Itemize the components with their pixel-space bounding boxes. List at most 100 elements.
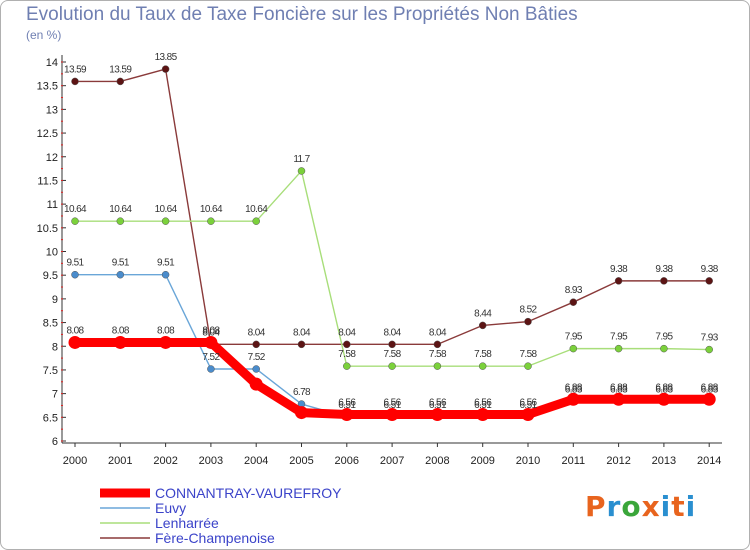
x-tick-label: 2009 <box>470 455 494 467</box>
series-lines <box>68 65 716 421</box>
data-label: 7.93 <box>701 333 719 344</box>
data-label: 6.51 <box>519 400 537 411</box>
data-point <box>161 65 170 73</box>
data-point <box>705 277 713 285</box>
x-tick-label: 2001 <box>108 455 132 467</box>
legend-label-1: Euvy <box>155 500 186 516</box>
data-point <box>702 392 716 406</box>
data-point <box>207 365 215 373</box>
data-point <box>161 270 170 279</box>
y-tick-label: 11 <box>47 199 58 211</box>
data-label: 8.44 <box>474 308 492 319</box>
y-tick-label: 8.5 <box>43 318 58 330</box>
logo-letter: t <box>671 490 686 523</box>
data-label: 10.64 <box>245 204 268 215</box>
data-label: 6.56 <box>519 397 537 408</box>
chart-subtitle: (en %) <box>26 28 62 42</box>
data-point <box>566 392 580 406</box>
data-point <box>71 217 79 225</box>
data-label: 10.64 <box>64 204 87 215</box>
data-point <box>249 377 263 391</box>
data-point <box>343 340 351 349</box>
data-point <box>116 270 125 279</box>
x-tick-label: 2008 <box>425 455 449 467</box>
data-point <box>614 277 623 285</box>
data-label: 8.52 <box>519 305 537 316</box>
data-label: 6.56 <box>474 397 492 408</box>
data-label: 6.88 <box>655 382 673 393</box>
data-label: 7.58 <box>474 349 492 360</box>
data-label: 9.51 <box>112 258 130 269</box>
data-label: 6.56 <box>338 397 356 408</box>
data-label: 8.08 <box>157 325 175 336</box>
y-tick-label: 10 <box>46 247 58 259</box>
data-label: 8.04 <box>429 327 447 338</box>
x-tick-label: 2004 <box>244 455 268 467</box>
data-label: 6.51 <box>429 400 447 411</box>
data-label: 6.83 <box>655 385 673 396</box>
data-label: 11.7 <box>293 154 310 165</box>
data-point <box>116 77 125 86</box>
data-point <box>161 217 170 225</box>
data-label: 6.51 <box>338 400 356 411</box>
data-label: 8.04 <box>293 327 311 338</box>
data-label: 8.04 <box>202 327 220 338</box>
y-tick-label: 6 <box>52 436 58 448</box>
series-labels: 8.08 8.08 8.08 8.08 6.56 6.56 6.56 6.56 6.56 6.88… <box>64 52 719 411</box>
data-point <box>340 407 354 421</box>
data-point <box>433 362 442 370</box>
data-label: 7.58 <box>338 349 356 360</box>
x-tick-label: 2006 <box>335 455 359 467</box>
data-point <box>71 77 79 86</box>
data-point <box>388 340 396 349</box>
data-point <box>521 407 535 421</box>
x-tick-label: 2007 <box>380 455 404 467</box>
data-label: 13.59 <box>109 64 132 75</box>
data-point <box>660 277 668 285</box>
data-point <box>660 344 668 353</box>
legend-label-3: Fère-Champenoise <box>155 530 275 546</box>
data-point <box>295 406 308 420</box>
x-tick-label: 2012 <box>606 455 630 467</box>
data-point <box>116 217 125 225</box>
data-label: 9.38 <box>701 264 719 275</box>
x-tick-label: 2002 <box>153 455 177 467</box>
data-point <box>207 217 215 225</box>
data-label: 7.52 <box>202 352 220 363</box>
legend-label-2: Lenharrée <box>155 515 219 531</box>
data-label: 6.56 <box>429 397 447 408</box>
data-label: 7.58 <box>384 349 402 360</box>
data-point <box>433 340 442 349</box>
logo-letter: x <box>641 490 661 523</box>
y-tick-label: 6.5 <box>43 412 58 424</box>
logo-letter: i <box>685 490 697 523</box>
proxiti-logo: Proxiti <box>585 490 696 523</box>
legend: CONNANTRAY-VAUREFROYEuvyLenharréeFère-Ch… <box>100 485 342 546</box>
data-point <box>478 362 487 370</box>
data-point <box>705 345 713 354</box>
y-tick-label: 11.5 <box>37 175 58 187</box>
y-tick-label: 12 <box>46 152 58 164</box>
data-label: 7.95 <box>565 332 583 343</box>
data-point <box>476 407 490 421</box>
data-label: 9.51 <box>157 258 175 269</box>
data-point <box>297 167 306 175</box>
x-tick-label: 2011 <box>561 455 585 467</box>
data-point <box>71 270 79 279</box>
x-tick-label: 2005 <box>289 455 313 467</box>
y-tick-label: 12.5 <box>37 128 58 140</box>
y-tick-label: 7.5 <box>43 365 58 377</box>
x-tick-label: 2014 <box>697 455 721 467</box>
data-label: 8.08 <box>202 325 220 336</box>
y-tick-label: 8 <box>52 341 58 353</box>
y-tick-label: 13.5 <box>37 81 58 93</box>
data-label: 6.88 <box>701 382 719 393</box>
data-label: 8.08 <box>112 325 130 336</box>
data-point <box>343 362 351 370</box>
data-label: 7.52 <box>248 352 266 363</box>
data-label: 8.04 <box>338 327 356 338</box>
data-label: 13.85 <box>155 52 178 63</box>
y-tick-label: 9.5 <box>43 270 58 282</box>
y-tick-label: 10.5 <box>37 223 58 235</box>
